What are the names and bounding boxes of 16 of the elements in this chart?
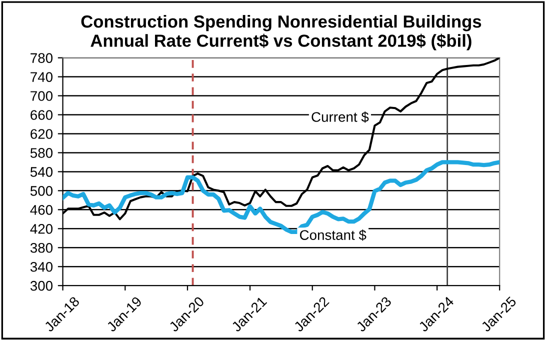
y-tick-label: 500 (30, 186, 53, 196)
series-label: Constant $ (300, 230, 366, 241)
y-tick-label: 660 (30, 110, 53, 120)
y-tick-label: 420 (30, 224, 53, 234)
y-tick-label: 540 (30, 167, 53, 177)
y-tick-label: 340 (30, 262, 53, 272)
y-tick-label: 740 (30, 72, 53, 82)
y-tick-label: 580 (30, 148, 53, 158)
y-tick-label: 700 (30, 91, 53, 101)
series-label: Current $ (312, 111, 369, 123)
chart-title: Construction Spending Nonresidential Buildings Annual Rate Current$ vs Constant 2019$ ($bil) (81, 14, 482, 50)
y-tick-label: 380 (30, 242, 53, 253)
y-tick-label: 620 (30, 129, 53, 139)
y-tick-label: 460 (30, 205, 53, 215)
y-tick-label: 300 (30, 280, 53, 291)
y-tick-label: 780 (30, 53, 53, 63)
